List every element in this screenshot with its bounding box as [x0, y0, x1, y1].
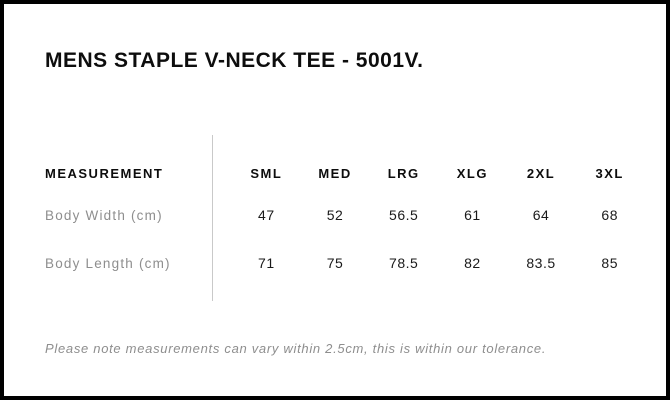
table-row-body-width: Body Width (cm) 47 52 56.5 61 64 68 [45, 207, 644, 223]
size-column-header-sml: SML [250, 166, 283, 181]
size-column-header-med: MED [318, 166, 352, 181]
product-title: MENS STAPLE V-NECK TEE - 5001V. [45, 49, 424, 72]
body-width-cells: 47 52 56.5 61 64 68 [232, 207, 644, 223]
size-column-header-3xl: 3XL [595, 166, 624, 181]
body-width-value-2xl: 64 [532, 207, 550, 223]
size-column-header-lrg: LRG [387, 166, 420, 181]
body-width-value-med: 52 [326, 207, 344, 223]
body-width-value-xlg: 61 [464, 207, 481, 223]
body-length-value-lrg: 78.5 [389, 255, 419, 271]
body-length-value-2xl: 83.5 [526, 255, 556, 271]
body-length-cells: 71 75 78.5 82 83.5 85 [232, 255, 644, 271]
table-header-row: MEASUREMENT SML MED LRG XLG 2XL 3XL [45, 166, 644, 181]
size-header-cells: SML MED LRG XLG 2XL 3XL [232, 166, 644, 181]
row-label-body-length: Body Length (cm) [45, 256, 171, 271]
window-edge-shadow [666, 4, 668, 396]
body-width-value-3xl: 68 [601, 207, 618, 223]
size-column-header-2xl: 2XL [526, 166, 556, 181]
body-length-value-sml: 71 [258, 255, 275, 271]
body-width-value-lrg: 56.5 [389, 207, 419, 223]
tolerance-note: Please note measurements can vary within… [45, 341, 547, 356]
body-length-value-3xl: 85 [601, 255, 618, 271]
row-label-body-width: Body Width (cm) [45, 208, 163, 223]
body-width-value-sml: 47 [258, 207, 275, 223]
body-length-value-xlg: 82 [464, 255, 481, 271]
table-divider [212, 135, 213, 301]
size-column-header-xlg: XLG [456, 166, 488, 181]
body-length-value-med: 75 [326, 255, 344, 271]
table-row-body-length: Body Length (cm) 71 75 78.5 82 83.5 85 [45, 255, 644, 271]
measurement-column-header: MEASUREMENT [45, 166, 164, 181]
